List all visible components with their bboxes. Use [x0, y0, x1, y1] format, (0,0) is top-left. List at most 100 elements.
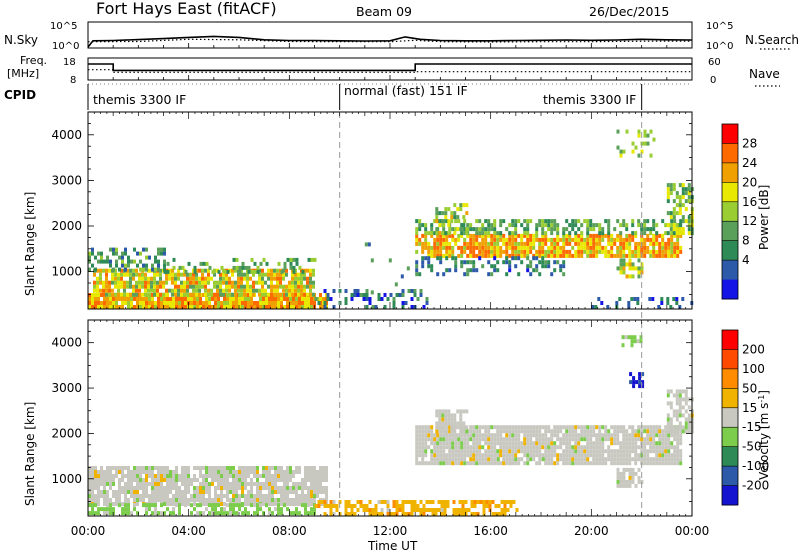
heatmap-cell — [450, 211, 454, 216]
heatmap-cell — [547, 425, 551, 430]
heatmap-cell — [94, 267, 97, 272]
heatmap-cell — [460, 260, 464, 265]
heatmap-cell — [529, 429, 533, 434]
heatmap-cell — [175, 301, 178, 305]
heatmap-cell — [619, 483, 623, 488]
heatmap-cell — [595, 245, 599, 250]
heatmap-cell — [217, 503, 220, 508]
heatmap-cell — [640, 237, 644, 242]
heatmap-cell — [247, 502, 250, 506]
heatmap-cell — [199, 466, 202, 470]
heatmap-cell — [655, 241, 659, 246]
heatmap-cell — [232, 511, 235, 516]
heatmap-cell — [148, 494, 151, 498]
heatmap-cell — [124, 486, 127, 490]
heatmap-cell — [482, 504, 486, 508]
heatmap-cell — [619, 457, 623, 462]
heatmap-cell — [538, 237, 542, 242]
heatmap-cell — [465, 409, 469, 414]
colorbar-swatch — [722, 162, 738, 183]
heatmap-cell — [383, 305, 387, 309]
heatmap-cell — [181, 490, 184, 494]
heatmap-cell — [684, 199, 688, 204]
heatmap-cell — [121, 301, 124, 305]
velocity-colorbar-label: Velocity [m s-1] — [757, 390, 771, 480]
colorbar-swatch — [722, 124, 738, 144]
heatmap-cell — [651, 297, 655, 301]
heatmap-cell — [181, 478, 184, 482]
heatmap-cell — [595, 223, 599, 228]
heatmap-cell — [427, 260, 431, 265]
heatmap-cell — [637, 433, 641, 438]
heatmap-cell — [430, 449, 434, 454]
heatmap-cell — [487, 253, 491, 258]
heatmap-cell — [577, 233, 581, 238]
heatmap-cell — [163, 297, 166, 301]
heatmap-cell — [511, 425, 515, 430]
heatmap-cell — [526, 445, 530, 450]
heatmap-cell — [439, 245, 443, 250]
heatmap-cell — [669, 421, 673, 426]
heatmap-cell — [445, 433, 449, 438]
heatmap-cell — [456, 409, 460, 414]
heatmap-cell — [451, 457, 455, 462]
heatmap-cell — [214, 486, 217, 490]
heatmap-cell — [562, 449, 566, 454]
heatmap-cell — [217, 301, 220, 305]
heatmap-cell — [106, 490, 109, 494]
heatmap-cell — [607, 457, 611, 462]
heatmap-cell — [100, 474, 103, 478]
heatmap-cell — [678, 183, 682, 188]
heatmap-cell — [535, 441, 539, 446]
heatmap-cell — [475, 425, 479, 430]
heatmap-cell — [94, 503, 97, 508]
heatmap-cell — [586, 441, 590, 446]
heatmap-cell — [502, 260, 506, 265]
heatmap-cell — [199, 490, 202, 494]
heatmap-cell — [424, 433, 428, 438]
heatmap-cell — [598, 453, 602, 458]
heatmap-cell — [250, 470, 253, 474]
heatmap-cell — [214, 470, 217, 474]
heatmap-cell — [181, 301, 184, 305]
heatmap-cell — [565, 441, 569, 446]
heatmap-cell — [473, 512, 477, 516]
heatmap-cell — [472, 461, 476, 466]
heatmap-cell — [607, 449, 611, 454]
heatmap-cell — [592, 445, 596, 450]
heatmap-cell — [307, 478, 310, 482]
heatmap-cell — [283, 297, 286, 301]
heatmap-cell — [606, 305, 610, 309]
heatmap-cell — [574, 457, 578, 462]
heatmap-cell — [103, 301, 106, 305]
heatmap-cell — [526, 249, 530, 254]
heatmap-cell — [463, 433, 467, 438]
heatmap-cell — [589, 249, 593, 254]
heatmap-cell — [640, 437, 644, 442]
heatmap-cell — [112, 478, 115, 482]
heatmap-cell — [216, 292, 219, 297]
heatmap-cell — [456, 207, 460, 212]
heatmap-cell — [415, 227, 419, 232]
heatmap-cell — [517, 253, 521, 258]
heatmap-cell — [97, 486, 100, 490]
heatmap-cell — [594, 305, 598, 309]
heatmap-cell — [448, 461, 452, 466]
heatmap-cell — [111, 280, 114, 285]
heatmap-cell — [127, 301, 130, 305]
heatmap-cell — [559, 441, 563, 446]
heatmap-cell — [541, 425, 545, 430]
heatmap-cell — [658, 233, 662, 238]
heatmap-cell — [490, 449, 494, 454]
heatmap-cell — [274, 301, 277, 305]
heatmap-cell — [301, 503, 304, 508]
heatmap-cell — [681, 231, 685, 236]
heatmap-cell — [415, 268, 419, 273]
heatmap-cell — [440, 500, 444, 504]
heatmap-cell — [598, 441, 602, 446]
heatmap-cell — [681, 195, 685, 200]
heatmap-cell — [130, 301, 133, 305]
heatmap-cell — [135, 268, 138, 273]
heatmap-cell — [415, 264, 419, 269]
heatmap-cell — [201, 272, 204, 277]
